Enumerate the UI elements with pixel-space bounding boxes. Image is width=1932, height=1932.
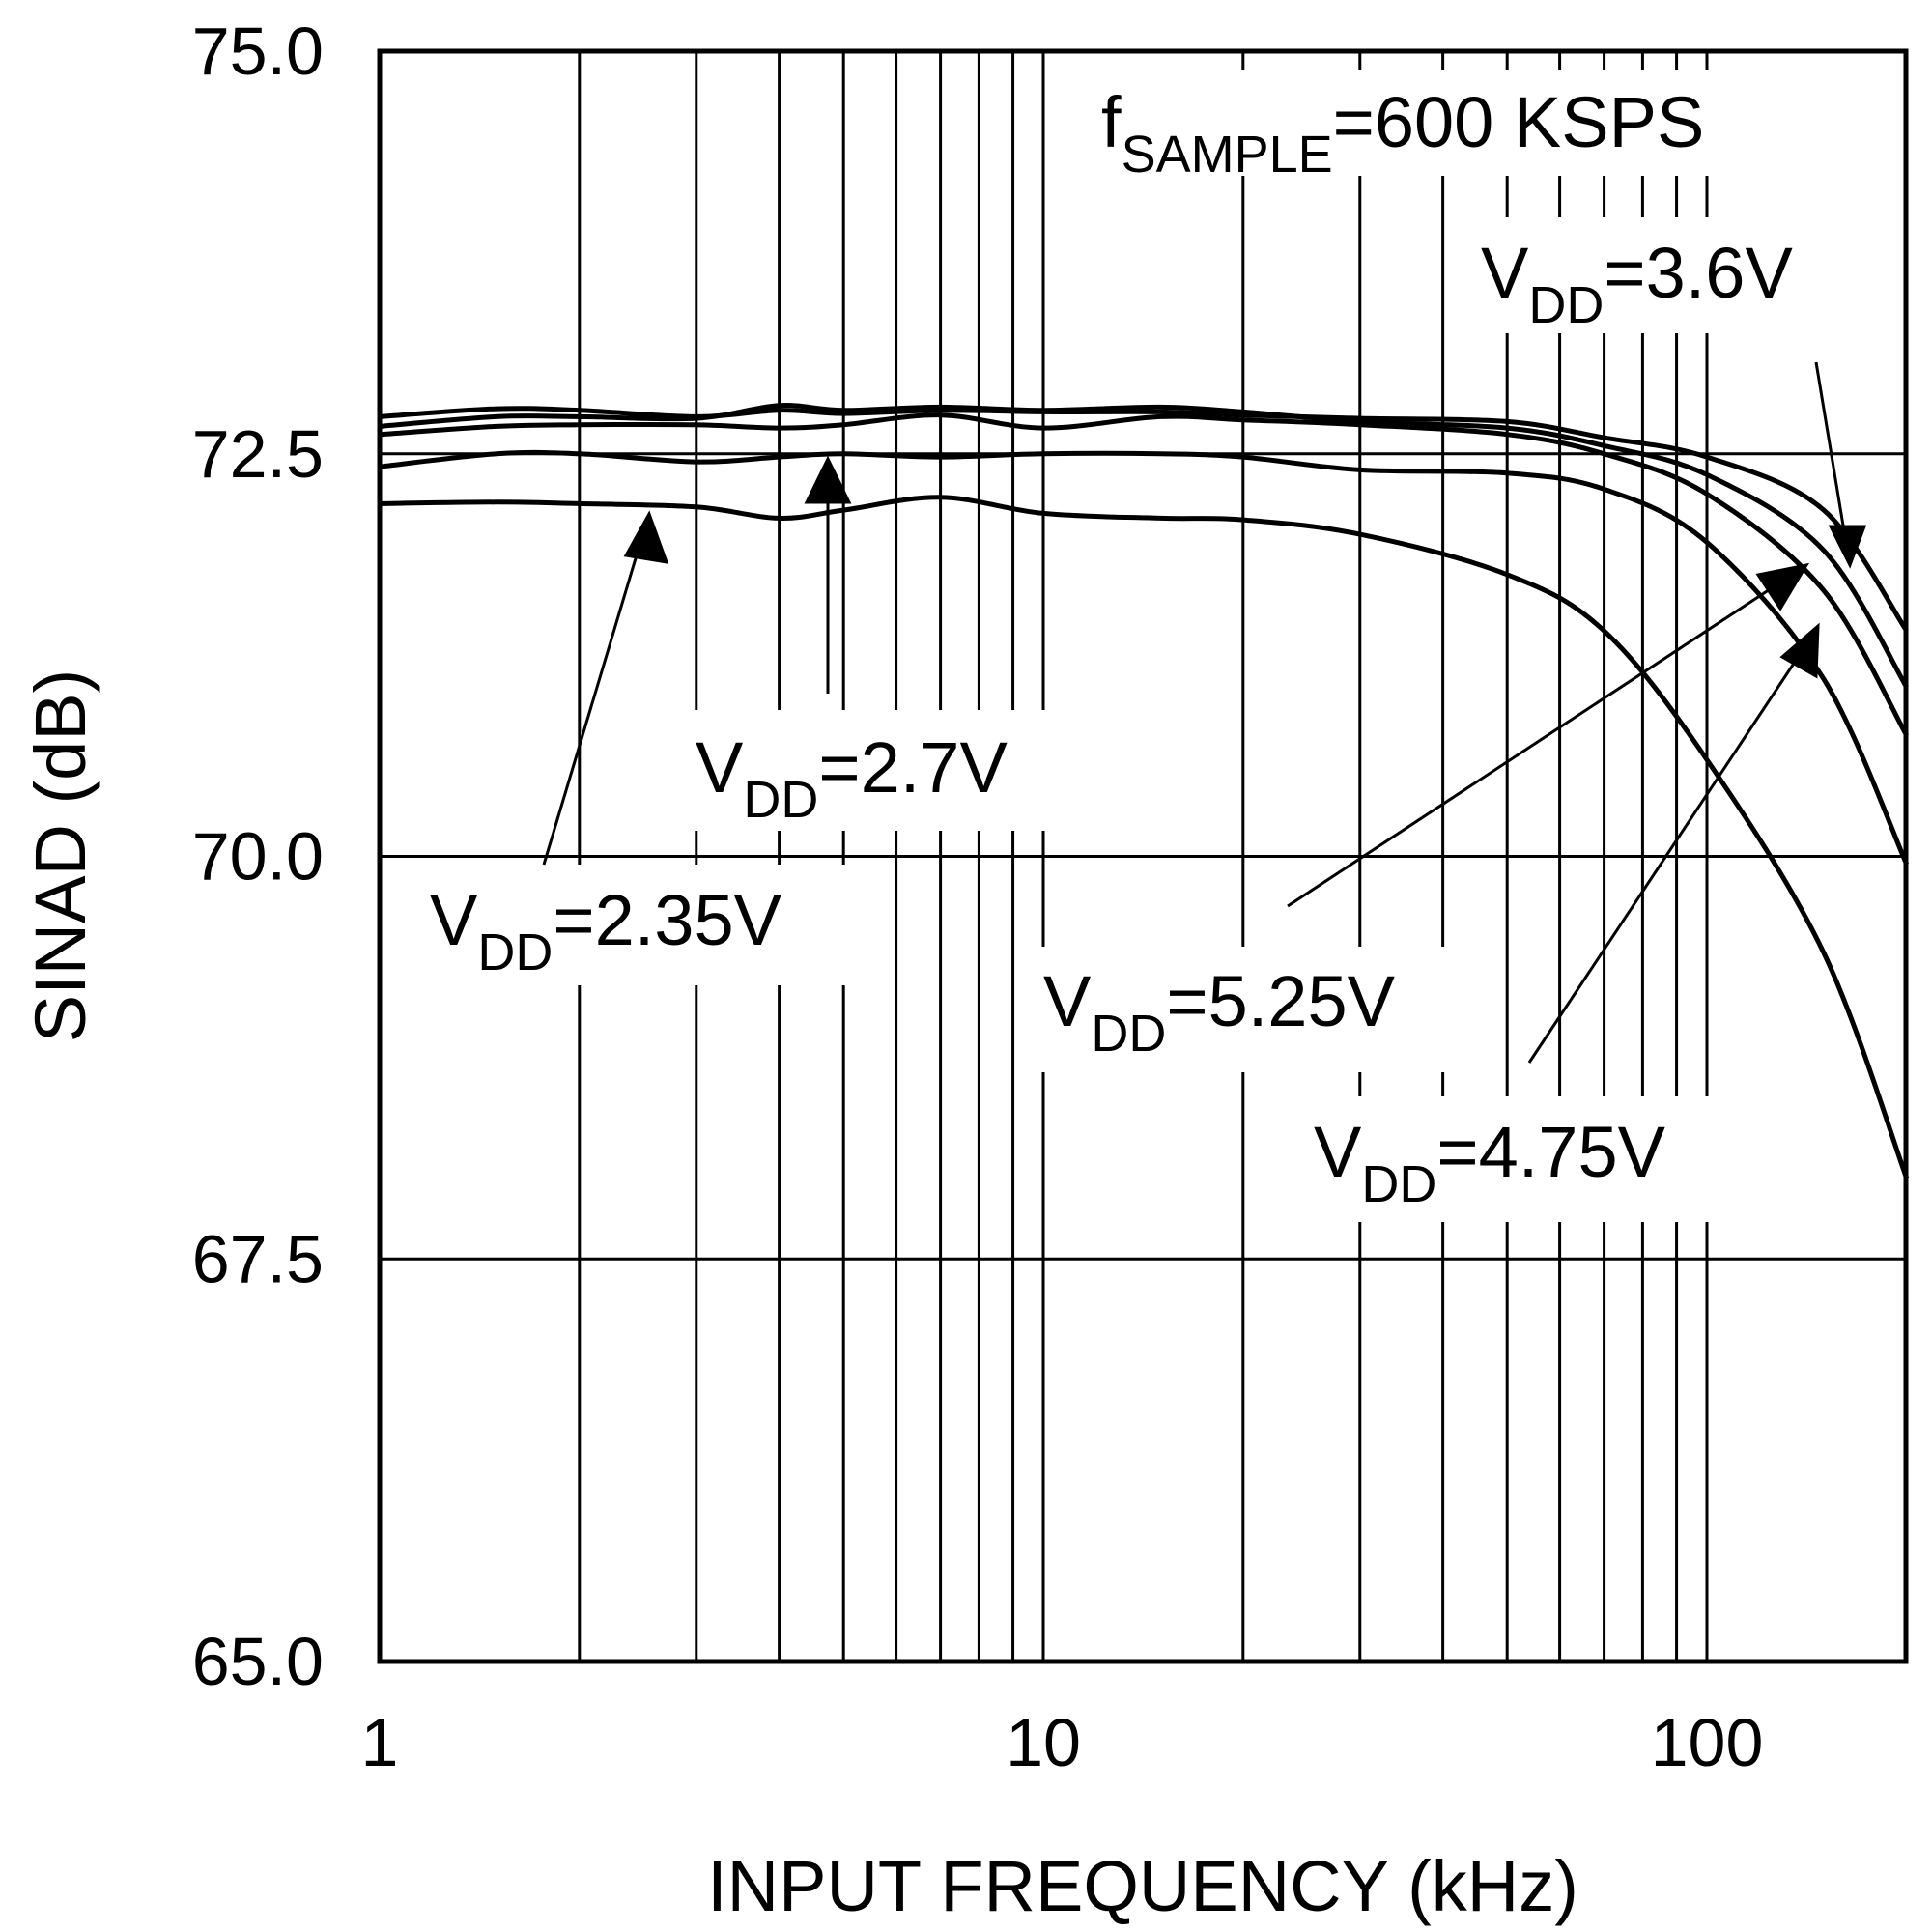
- annotation-vdd-4-75-sub: DD: [1361, 1155, 1436, 1213]
- annotation-vdd-3-6-rest: =3.6V: [1604, 233, 1793, 313]
- annotation-vdd-5-25-rest: =5.25V: [1166, 961, 1395, 1041]
- annotation-arrows: [542, 361, 1867, 1064]
- annotation-vdd-4-75: VDD=4.75V: [1309, 1096, 1763, 1222]
- x-tick-label: 10: [1006, 1705, 1081, 1780]
- annotation-vdd-2-7-sub: DD: [743, 771, 818, 829]
- annotation-fsample-sub: SAMPLE: [1122, 126, 1333, 184]
- arrow-vdd-4-75-head: [1779, 622, 1820, 679]
- y-tick-label: 65.0: [192, 1624, 324, 1699]
- y-tick-label: 72.5: [192, 416, 324, 492]
- y-tick-label: 70.0: [192, 819, 324, 895]
- plot-frame: [377, 48, 1909, 1664]
- series-line-vdd-3-6v: [379, 406, 1909, 633]
- arrow-vdd-3-6-head: [1828, 525, 1867, 569]
- arrow-vdd-5-25: [1287, 573, 1793, 908]
- y-tick-label: 75.0: [192, 14, 324, 89]
- svg-text:VDD=2.35V: VDD=2.35V: [430, 880, 782, 981]
- x-tick-label: 100: [1651, 1705, 1764, 1780]
- y-axis-title: SINAD (dB): [20, 669, 100, 1043]
- y-tick-label: 67.5: [192, 1221, 324, 1296]
- arrow-vdd-4-75: [1527, 640, 1810, 1064]
- annotation-vdd-5-25-sub: DD: [1091, 1005, 1166, 1063]
- series-line-vdd-5-25v: [379, 403, 1909, 689]
- annotation-fsample: fSAMPLE=600 KSPS: [1074, 70, 1861, 184]
- annotation-vdd-5-25: VDD=5.25V: [1038, 947, 1502, 1072]
- annotation-vdd-3-6-main: V: [1481, 233, 1529, 313]
- series-line-vdd-4-75v: [379, 412, 1909, 737]
- annotation-vdd-3-6-sub: DD: [1528, 276, 1604, 334]
- svg-text:VDD=4.75V: VDD=4.75V: [1314, 1112, 1666, 1213]
- series-line-vdd-2-35v: [379, 495, 1910, 1179]
- annotation-vdd-4-75-main: V: [1314, 1112, 1362, 1192]
- arrow-vdd-5-25-head: [1755, 562, 1810, 611]
- series-lines: [379, 403, 1910, 1179]
- annotation-vdd-2-7: VDD=2.7V: [688, 710, 1094, 831]
- annotation-fsample-main: f: [1101, 82, 1122, 162]
- arrow-vdd-3-6: [1814, 361, 1849, 550]
- annotation-vdd-2-7-main: V: [696, 727, 744, 808]
- x-axis-title: INPUT FREQUENCY (kHz): [707, 1846, 1578, 1926]
- svg-text:fSAMPLE=600 KSPS: fSAMPLE=600 KSPS: [1101, 82, 1704, 184]
- series-line-vdd-2-7v: [379, 449, 1910, 866]
- annotation-vdd-2-35: VDD=2.35V: [420, 865, 884, 985]
- annotation-vdd-3-6: VDD=3.6V: [1468, 217, 1879, 334]
- annotation-vdd-2-35-main: V: [430, 880, 478, 960]
- annotation-vdd-2-7-rest: =2.7V: [818, 727, 1008, 808]
- arrow-vdd-2-35: [542, 528, 646, 866]
- annotation-fsample-rest: =600 KSPS: [1333, 82, 1705, 162]
- x-tick-label: 1: [361, 1705, 399, 1780]
- annotation-vdd-2-35-rest: =2.35V: [553, 880, 781, 960]
- svg-text:VDD=5.25V: VDD=5.25V: [1043, 961, 1396, 1063]
- arrow-vdd-2-7-head: [804, 455, 852, 504]
- tick-labels: 65.0 67.5 70.0 72.5 75.0 1 10 100: [192, 14, 1764, 1780]
- grid: [380, 51, 1906, 1662]
- svg-text:VDD=2.7V: VDD=2.7V: [696, 727, 1008, 829]
- annotation-vdd-5-25-main: V: [1043, 961, 1092, 1041]
- svg-text:VDD=3.6V: VDD=3.6V: [1481, 233, 1793, 334]
- annotation-vdd-4-75-rest: =4.75V: [1436, 1112, 1665, 1192]
- annotation-vdd-2-35-sub: DD: [477, 923, 553, 981]
- arrow-vdd-2-35-head: [623, 510, 669, 564]
